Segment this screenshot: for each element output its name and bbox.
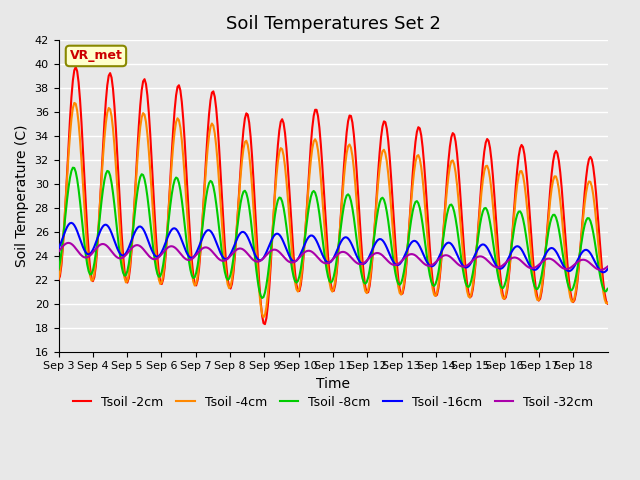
Tsoil -32cm <box>54 249 62 254</box>
Tsoil -16cm <box>92 240 100 246</box>
Y-axis label: Soil Temperature (C): Soil Temperature (C) <box>15 125 29 267</box>
Tsoil -8cm <box>69 165 77 170</box>
Tsoil -8cm <box>259 295 266 301</box>
Tsoil -16cm <box>604 266 611 272</box>
Tsoil -8cm <box>602 288 610 294</box>
Tsoil -16cm <box>339 237 346 242</box>
Tsoil -2cm <box>449 130 456 136</box>
Tsoil -4cm <box>75 120 83 126</box>
Title: Soil Temperatures Set 2: Soil Temperatures Set 2 <box>226 15 440 33</box>
Tsoil -32cm <box>339 249 346 255</box>
Tsoil -8cm <box>340 204 348 209</box>
Tsoil -8cm <box>449 204 456 210</box>
Legend: Tsoil -2cm, Tsoil -4cm, Tsoil -8cm, Tsoil -16cm, Tsoil -32cm: Tsoil -2cm, Tsoil -4cm, Tsoil -8cm, Tsoi… <box>68 391 598 414</box>
Tsoil -2cm <box>92 264 100 269</box>
Tsoil -4cm <box>449 157 456 163</box>
Tsoil -32cm <box>602 265 610 271</box>
X-axis label: Time: Time <box>316 377 350 391</box>
Tsoil -32cm <box>596 267 604 273</box>
Tsoil -2cm <box>54 277 62 283</box>
Text: VR_met: VR_met <box>70 49 122 62</box>
Tsoil -4cm <box>340 176 348 182</box>
Tsoil -2cm <box>261 321 269 327</box>
Line: Tsoil -32cm: Tsoil -32cm <box>58 243 607 270</box>
Tsoil -2cm <box>531 273 538 279</box>
Tsoil -4cm <box>70 100 78 106</box>
Tsoil -16cm <box>529 266 537 272</box>
Tsoil -32cm <box>604 264 611 269</box>
Tsoil -2cm <box>340 166 348 171</box>
Tsoil -8cm <box>75 187 83 192</box>
Tsoil -16cm <box>447 241 455 247</box>
Tsoil -32cm <box>65 240 72 246</box>
Tsoil -8cm <box>92 251 100 256</box>
Tsoil -8cm <box>531 283 538 289</box>
Tsoil -4cm <box>604 300 611 306</box>
Line: Tsoil -4cm: Tsoil -4cm <box>58 103 607 317</box>
Tsoil -2cm <box>75 80 83 85</box>
Tsoil -32cm <box>447 255 455 261</box>
Tsoil -16cm <box>602 268 610 274</box>
Tsoil -4cm <box>54 276 62 282</box>
Line: Tsoil -8cm: Tsoil -8cm <box>58 168 607 298</box>
Tsoil -32cm <box>529 265 537 271</box>
Tsoil -4cm <box>260 314 268 320</box>
Tsoil -2cm <box>72 64 79 70</box>
Tsoil -16cm <box>54 246 62 252</box>
Tsoil -4cm <box>92 258 100 264</box>
Tsoil -4cm <box>602 300 610 306</box>
Tsoil -16cm <box>600 269 607 275</box>
Tsoil -2cm <box>604 301 611 307</box>
Tsoil -8cm <box>604 286 611 292</box>
Tsoil -32cm <box>92 246 100 252</box>
Line: Tsoil -2cm: Tsoil -2cm <box>58 67 607 324</box>
Tsoil -32cm <box>75 249 83 255</box>
Tsoil -8cm <box>54 266 62 272</box>
Tsoil -4cm <box>531 284 538 289</box>
Tsoil -16cm <box>68 220 76 226</box>
Tsoil -16cm <box>75 232 83 238</box>
Tsoil -2cm <box>602 298 610 304</box>
Line: Tsoil -16cm: Tsoil -16cm <box>58 223 607 272</box>
